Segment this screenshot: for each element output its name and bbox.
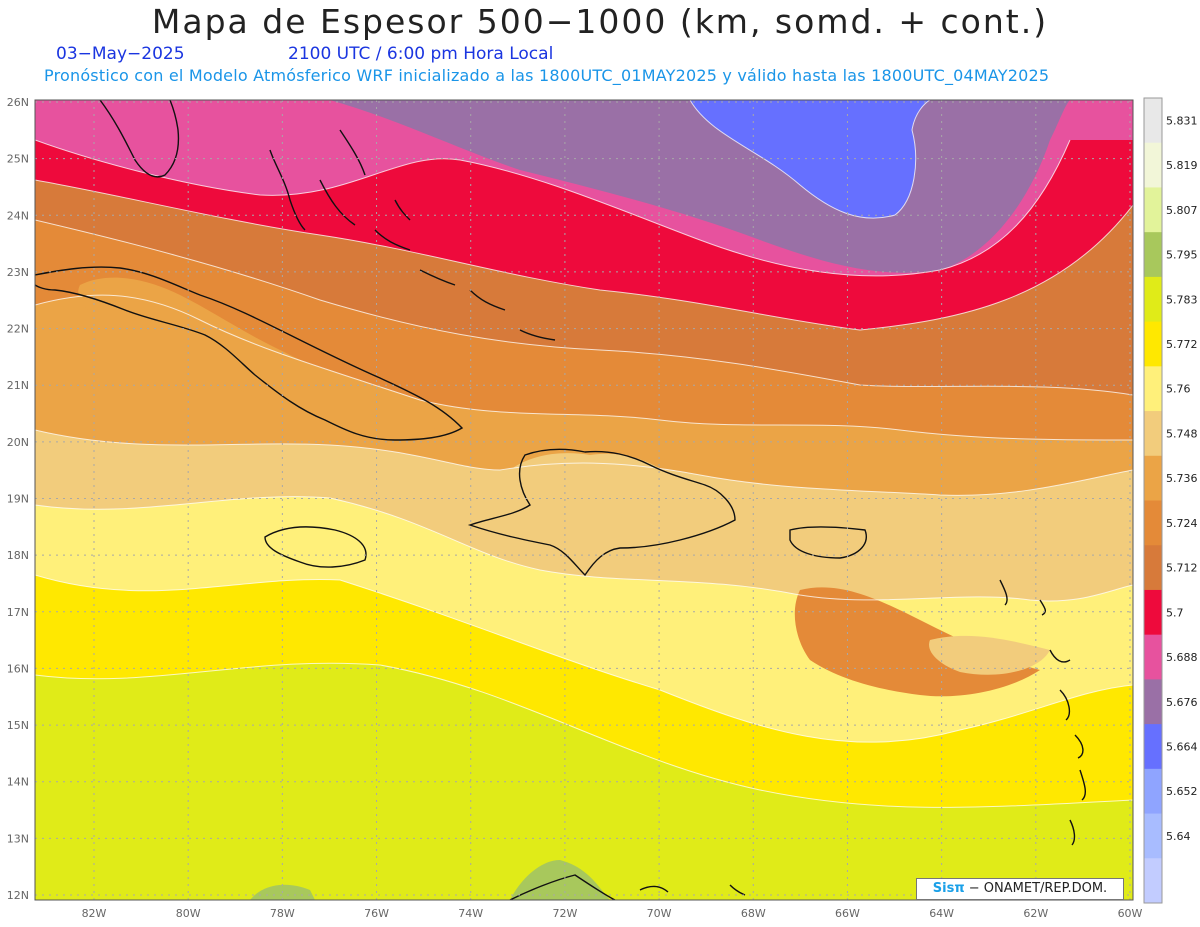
- legend-label: 5.676: [1166, 696, 1198, 709]
- legend-swatch: [1144, 589, 1162, 636]
- model-info: Pronóstico con el Modelo Atmósferico WRF…: [44, 66, 1050, 85]
- legend-swatch: [1144, 142, 1162, 188]
- legend-label: 5.783: [1166, 293, 1198, 306]
- legend-label: 5.664: [1166, 740, 1198, 753]
- shaded-thickness-bands: [35, 100, 1133, 900]
- cuba-coastline: [35, 266, 464, 441]
- legend-label: 5.724: [1166, 517, 1198, 530]
- legend-label: 5.64: [1166, 830, 1191, 843]
- lat-tick-label: 23N: [7, 266, 29, 279]
- forecast-time: 2100 UTC / 6:00 pm Hora Local: [288, 44, 554, 64]
- legend-frame: [1143, 97, 1163, 904]
- legend-label: 5.748: [1166, 427, 1198, 440]
- lat-tick-label: 16N: [7, 662, 29, 675]
- south-america-coastline: [509, 874, 746, 900]
- legend-swatch: [1144, 679, 1162, 725]
- lat-tick-label: 17N: [7, 606, 29, 619]
- legend-swatch: [1144, 276, 1162, 323]
- lat-tick-label: 15N: [7, 719, 29, 732]
- lon-tick-label: 64W: [929, 907, 954, 920]
- contour-lines: [35, 100, 1133, 808]
- florida-coastline: [99, 100, 180, 178]
- lat-tick-label: 22N: [7, 323, 29, 336]
- latitude-axis: 26N 25N 24N 23N 22N 21N 20N 19N 18N 17N 16N 15N 14N 1…: [7, 96, 29, 902]
- jamaica-coastline: [264, 526, 367, 568]
- lat-tick-label: 19N: [7, 493, 29, 506]
- legend-swatch: [1144, 724, 1162, 770]
- credit-org: − ONAMET/REP.DOM.: [964, 881, 1108, 896]
- legend-swatch: [1144, 455, 1162, 501]
- lat-tick-label: 18N: [7, 549, 29, 562]
- legend-swatch: [1144, 321, 1162, 367]
- puerto-rico-coastline: [789, 526, 867, 559]
- band-5748-hispaniola: [508, 453, 670, 520]
- longitude-axis: 82W 80W 78W 76W 74W 72W 70W 68W 66W 64W 62W 60W: [82, 907, 1143, 920]
- lat-tick-label: 24N: [7, 209, 29, 222]
- lon-tick-label: 68W: [741, 907, 766, 920]
- legend-swatch: [1144, 813, 1162, 859]
- lat-tick-label: 21N: [7, 379, 29, 392]
- forecast-date: 03−May−2025: [56, 44, 185, 64]
- band-5664: [690, 100, 930, 219]
- legend-label: 5.819: [1166, 159, 1198, 172]
- legend-swatch: [1144, 411, 1162, 457]
- legend-swatch: [1144, 98, 1162, 144]
- coastlines: [35, 100, 1087, 900]
- legend-swatch: [1144, 545, 1162, 591]
- lon-tick-label: 74W: [458, 907, 483, 920]
- lat-tick-label: 25N: [7, 153, 29, 166]
- map-frame: [34, 99, 1134, 901]
- legend-swatch: [1144, 232, 1162, 278]
- graticule: [35, 100, 1133, 900]
- lesser-antilles-coastline: [999, 579, 1087, 846]
- legend-swatch: [1144, 768, 1162, 815]
- legend-swatch: [1144, 500, 1162, 546]
- legend-label: 5.807: [1166, 204, 1198, 217]
- lon-tick-label: 78W: [270, 907, 295, 920]
- lat-tick-label: 20N: [7, 436, 29, 449]
- legend-label: 5.652: [1166, 785, 1198, 798]
- hispaniola-coastline: [467, 448, 736, 577]
- lon-tick-label: 62W: [1023, 907, 1048, 920]
- lon-tick-label: 66W: [835, 907, 860, 920]
- lon-tick-label: 60W: [1118, 907, 1143, 920]
- legend-label: 5.831: [1166, 114, 1198, 127]
- map-title: Mapa de Espesor 500−1000 (km, somd. + co…: [151, 2, 1049, 41]
- lon-tick-label: 82W: [82, 907, 107, 920]
- legend-label: 5.736: [1166, 472, 1198, 485]
- legend-label: 5.772: [1166, 338, 1198, 351]
- band-5736-cuba: [78, 277, 441, 437]
- legend-label: 5.712: [1166, 562, 1198, 575]
- color-legend: 5.831 5.819 5.807 5.795 5.783 5.772 5.76 5.748 5…: [1143, 97, 1198, 904]
- band-5748-eastpocket: [929, 635, 1050, 675]
- lon-tick-label: 72W: [552, 907, 577, 920]
- lat-tick-label: 26N: [7, 96, 29, 109]
- legend-swatch: [1144, 858, 1162, 904]
- lat-tick-label: 13N: [7, 832, 29, 845]
- legend-swatch: [1144, 366, 1162, 412]
- legend-label: 5.76: [1166, 383, 1191, 396]
- legend-label: 5.688: [1166, 651, 1198, 664]
- lon-tick-label: 80W: [176, 907, 201, 920]
- credit-box: Sisπ − ONAMET/REP.DOM.: [916, 878, 1124, 900]
- legend-swatch: [1144, 634, 1162, 680]
- lon-tick-label: 76W: [364, 907, 389, 920]
- legend-label: 5.7: [1166, 606, 1184, 619]
- lat-tick-label: 12N: [7, 889, 29, 902]
- bahamas-coastline: [269, 129, 556, 341]
- sis-logo-text: Sisπ: [932, 881, 965, 896]
- lat-tick-label: 14N: [7, 776, 29, 789]
- lon-tick-label: 70W: [647, 907, 672, 920]
- legend-swatch: [1144, 187, 1162, 233]
- legend-label: 5.795: [1166, 249, 1198, 262]
